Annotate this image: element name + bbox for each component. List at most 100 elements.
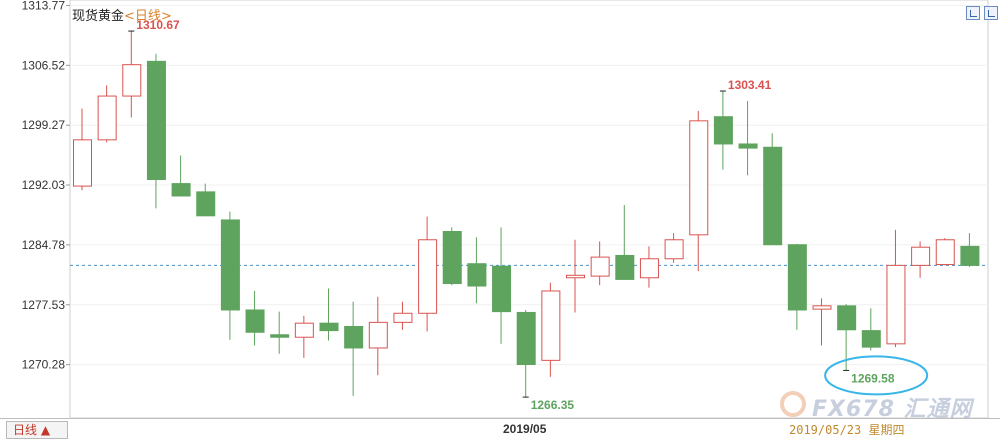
extreme-label: 1303.41 <box>728 78 772 92</box>
candle-body <box>590 256 610 277</box>
chart-style-icon[interactable] <box>966 6 980 20</box>
candle-body <box>960 245 980 266</box>
candle-body <box>344 325 364 349</box>
candle-body <box>97 95 117 141</box>
y-tick-label: 1306.52 <box>22 58 66 72</box>
candle <box>689 110 709 272</box>
candle <box>615 205 635 280</box>
y-tick-label: 1313.77 <box>22 0 66 12</box>
y-tick-label: 1299.27 <box>22 118 66 132</box>
candle <box>541 282 561 377</box>
candle <box>220 211 240 340</box>
candle-body <box>73 139 92 187</box>
candle-body <box>763 146 783 246</box>
candle-body <box>294 322 314 338</box>
candle-body <box>245 309 265 333</box>
period-next-icon[interactable]: > <box>160 9 172 24</box>
extreme-label: 1266.35 <box>531 398 575 412</box>
y-tick-label: 1270.28 <box>22 358 66 372</box>
candle <box>467 237 487 304</box>
extreme-label: 1269.58 <box>851 371 895 385</box>
candle-body <box>516 311 536 365</box>
candle <box>590 241 610 286</box>
candle-body <box>146 60 166 180</box>
candle-body <box>492 265 512 313</box>
x-axis-date-label: 2019/05 <box>503 422 547 436</box>
candle-body <box>837 305 857 331</box>
candle <box>294 315 314 358</box>
candle <box>935 238 955 266</box>
candle <box>787 243 807 330</box>
candle-body <box>122 64 142 97</box>
candle-body <box>418 239 438 314</box>
candle-body <box>442 231 462 285</box>
cursor-date-status: 2019/05/23 星期四 <box>789 423 905 437</box>
y-tick-label: 1292.03 <box>22 178 66 192</box>
candle <box>368 296 388 376</box>
y-tick-label: 1277.53 <box>22 298 66 312</box>
candle <box>812 298 832 346</box>
extreme-label: 1310.67 <box>136 18 180 32</box>
candle <box>639 246 659 288</box>
candle-body <box>689 120 709 236</box>
period-selector[interactable]: <日线> <box>124 9 172 24</box>
candle-body <box>886 264 906 345</box>
candle-body <box>541 290 561 361</box>
candle <box>713 91 733 170</box>
candle <box>911 241 931 278</box>
candle <box>886 229 906 348</box>
candle-body <box>270 334 290 338</box>
candle-body <box>812 305 832 310</box>
candle-body <box>935 239 955 266</box>
candle-body <box>911 246 931 266</box>
candle <box>122 31 142 118</box>
candle <box>97 85 117 143</box>
candle <box>861 308 881 351</box>
watermark: FX678 汇通网 <box>778 389 988 422</box>
candle-body <box>319 322 339 332</box>
fullscreen-icon[interactable] <box>984 6 998 20</box>
highlight-ellipse <box>824 355 929 396</box>
candle <box>270 311 290 354</box>
candle <box>738 101 758 176</box>
period-prev-icon[interactable]: < <box>124 9 135 24</box>
candle-body <box>220 219 240 311</box>
candle <box>344 301 364 396</box>
period-dropdown-button[interactable]: 日线 ▲ <box>6 421 68 439</box>
candle-body <box>368 321 388 349</box>
candle-body <box>467 263 487 287</box>
watermark-text: FX678 汇通网 <box>812 397 973 422</box>
candle <box>418 216 438 332</box>
candle <box>960 233 980 268</box>
candle <box>664 233 684 263</box>
candle <box>442 227 462 286</box>
watermark-logo-icon <box>780 391 806 417</box>
candle-body <box>639 258 659 279</box>
y-tick-label: 1284.78 <box>22 238 66 252</box>
period-label: 日线 <box>134 9 161 24</box>
candle-body <box>738 143 758 149</box>
candle-body <box>664 239 684 260</box>
candle <box>245 290 265 346</box>
candle <box>566 239 585 313</box>
candle <box>393 301 413 330</box>
chart-title: 现货黄金<日线> <box>72 5 172 24</box>
candle <box>516 309 536 398</box>
candle <box>196 183 216 217</box>
candle <box>763 133 783 246</box>
candle-body <box>393 312 413 323</box>
candle-body <box>566 274 585 279</box>
candle-body <box>713 116 733 145</box>
candle <box>492 227 512 344</box>
candle <box>319 288 339 341</box>
candle-body <box>196 191 216 217</box>
candle-body <box>171 183 191 197</box>
candle <box>171 155 191 197</box>
candle <box>73 108 92 191</box>
candle-body <box>787 244 807 311</box>
instrument-name: 现货黄金 <box>72 9 125 24</box>
candle <box>146 53 166 209</box>
candle-body <box>861 330 881 348</box>
candle-body <box>615 254 635 280</box>
